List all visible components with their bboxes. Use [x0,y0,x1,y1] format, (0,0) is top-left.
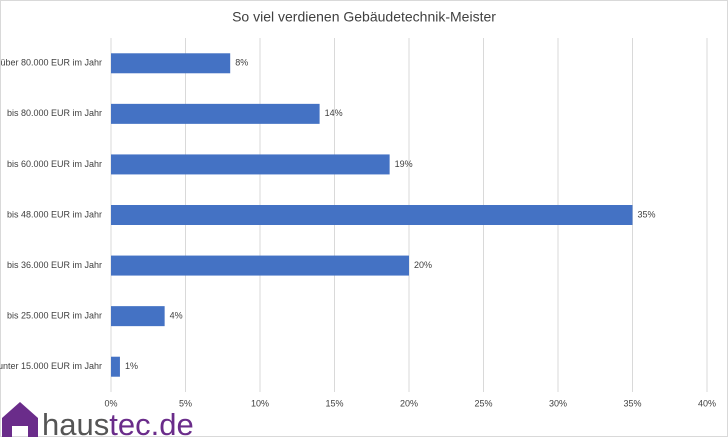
logo-icon [2,402,38,437]
data-label: 35% [638,209,656,219]
logo-part: haus [42,407,109,437]
x-tick-label: 35% [623,398,641,408]
bar [111,103,320,124]
data-label: 8% [235,58,248,68]
data-label: 20% [414,260,432,270]
bar [111,255,409,276]
x-tick-label: 30% [549,398,567,408]
plot-area: 0% 5% 10% 15% 20% 25% 30% 35% 40% über 80.000 EUR… [0,38,716,408]
y-tick-label: über 80.000 EUR im Jahr [0,58,102,68]
y-tick-label: unter 15.000 EUR im Jahr [0,361,102,371]
x-tick-label: 15% [325,398,343,408]
logo: haustec.de [2,402,194,437]
y-tick-label: bis 25.000 EUR im Jahr [7,311,102,321]
y-tick-label: bis 36.000 EUR im Jahr [7,260,102,270]
data-label: 19% [395,159,413,169]
data-label: 1% [125,361,138,371]
logo-text: haustec.de [42,407,194,437]
x-tick-label: 25% [474,398,492,408]
x-tick-label: 5% [179,398,192,408]
bar [111,205,633,225]
x-tick-label: 40% [698,398,716,408]
x-tick-label: 0% [104,398,117,408]
y-tick-label: bis 80.000 EUR im Jahr [7,108,102,118]
bar [111,53,231,74]
x-tick-label: 20% [400,398,418,408]
y-tick-label: bis 60.000 EUR im Jahr [7,159,102,169]
chart-title: So viel verdienen Gebäudetechnik-Meister [232,9,496,25]
y-tick-label: bis 48.000 EUR im Jahr [7,209,102,219]
bar [111,306,165,327]
bar [111,356,120,377]
data-label: 14% [325,108,343,118]
x-tick-label: 10% [251,398,269,408]
data-label: 4% [170,311,183,321]
logo-part: tec.de [109,407,193,437]
bar [111,154,390,175]
